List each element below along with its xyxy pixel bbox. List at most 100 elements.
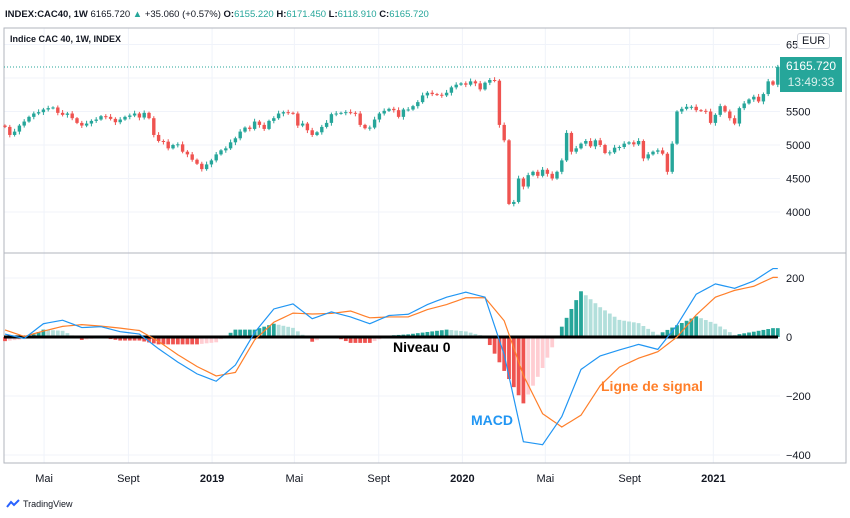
candle-body	[36, 112, 41, 114]
candle-body	[540, 169, 545, 176]
candle	[70, 111, 74, 121]
histogram-bar	[247, 329, 252, 337]
candle-body	[56, 107, 60, 113]
candle	[555, 170, 559, 180]
candle	[329, 112, 334, 126]
candle-body	[689, 106, 694, 108]
candle-body	[737, 108, 742, 124]
candle	[593, 138, 598, 150]
histogram-bar	[511, 337, 516, 388]
candle-body	[353, 112, 358, 114]
candle	[612, 144, 617, 154]
histogram-bar	[761, 329, 766, 337]
histogram-bar	[55, 330, 60, 337]
histogram-bar	[185, 337, 190, 345]
candle-body	[272, 118, 276, 121]
candle-body	[41, 109, 46, 113]
histogram-bar	[171, 337, 175, 345]
candle	[46, 105, 50, 112]
candle-body	[516, 178, 521, 202]
histogram-bar	[228, 332, 233, 337]
candle	[396, 107, 401, 119]
histogram-bar	[689, 318, 694, 337]
candle	[636, 138, 641, 146]
tradingview-logo[interactable]: TradingView	[6, 499, 73, 509]
candle-body	[656, 150, 660, 152]
candle-body	[622, 143, 626, 148]
candle-body	[632, 142, 636, 145]
currency-button[interactable]: EUR	[797, 33, 831, 49]
histogram-bar	[161, 337, 166, 345]
candle-body	[70, 113, 74, 119]
candle	[3, 124, 7, 129]
candle-body	[675, 111, 679, 144]
histogram-bar	[569, 308, 574, 337]
candle	[286, 109, 290, 115]
candle-body	[454, 84, 458, 88]
candle-body	[113, 118, 118, 123]
histogram-bar	[295, 331, 300, 337]
candle-body	[46, 108, 50, 110]
histogram-bar	[588, 299, 593, 337]
candle-body	[123, 116, 127, 120]
candle-body	[747, 99, 751, 104]
candle	[171, 143, 175, 150]
candle-body	[224, 148, 228, 151]
low-value: 6118.910	[337, 9, 377, 20]
candle-body	[348, 112, 353, 114]
histogram-bar	[526, 337, 531, 395]
candle-body	[382, 110, 386, 114]
histogram-bar	[612, 316, 617, 337]
candle-body	[363, 124, 367, 129]
candle	[536, 169, 540, 179]
candle	[248, 125, 252, 132]
histogram-bar	[679, 322, 684, 337]
candle	[425, 91, 430, 99]
candle-body	[137, 113, 142, 118]
histogram-bar	[243, 329, 247, 337]
candle-body	[80, 122, 84, 126]
candle	[416, 100, 420, 109]
histogram-bar	[343, 337, 348, 342]
candle	[756, 93, 761, 104]
histogram-bar	[65, 333, 70, 337]
candle	[569, 131, 574, 155]
candle	[60, 110, 65, 117]
histogram-bar	[209, 337, 214, 343]
candle-body	[396, 110, 401, 117]
candle-body	[723, 106, 727, 112]
candle-body	[464, 83, 468, 85]
candle-body	[320, 126, 324, 133]
candle-body	[406, 109, 410, 111]
candle	[627, 141, 631, 145]
candle-body	[756, 96, 761, 102]
candle	[339, 111, 343, 115]
histogram-bar	[463, 331, 468, 337]
histogram-bar	[430, 331, 435, 337]
candle-body	[545, 169, 550, 174]
candle	[459, 82, 463, 86]
histogram-bar	[751, 331, 756, 337]
candle-body	[569, 132, 574, 152]
candle	[300, 120, 305, 128]
candle	[219, 149, 223, 156]
candle	[320, 124, 324, 135]
candle	[449, 85, 454, 96]
candle-body	[219, 150, 223, 155]
candle-body	[8, 126, 12, 135]
candle-body	[478, 83, 482, 90]
histogram-bar	[703, 320, 708, 337]
candle-body	[286, 112, 290, 114]
histogram-bar	[775, 328, 780, 337]
histogram-bar	[497, 337, 502, 363]
candle-body	[579, 143, 583, 149]
candle-body	[608, 152, 612, 154]
histogram-bar	[439, 330, 444, 337]
candle	[334, 111, 338, 117]
candle-body	[94, 119, 98, 121]
candle	[420, 92, 425, 104]
candle-body	[257, 121, 262, 125]
candle	[540, 166, 545, 178]
pane-title: Indice CAC 40, 1W, INDEX	[10, 34, 122, 44]
